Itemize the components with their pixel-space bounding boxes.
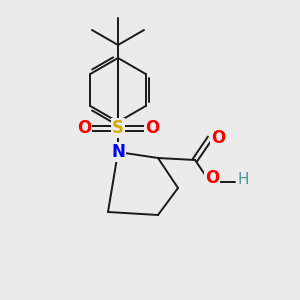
- Text: O: O: [211, 129, 225, 147]
- Text: O: O: [205, 169, 219, 187]
- Text: H: H: [237, 172, 249, 188]
- Text: N: N: [111, 143, 125, 161]
- Text: O: O: [145, 119, 159, 137]
- Text: S: S: [112, 119, 124, 137]
- Text: O: O: [77, 119, 91, 137]
